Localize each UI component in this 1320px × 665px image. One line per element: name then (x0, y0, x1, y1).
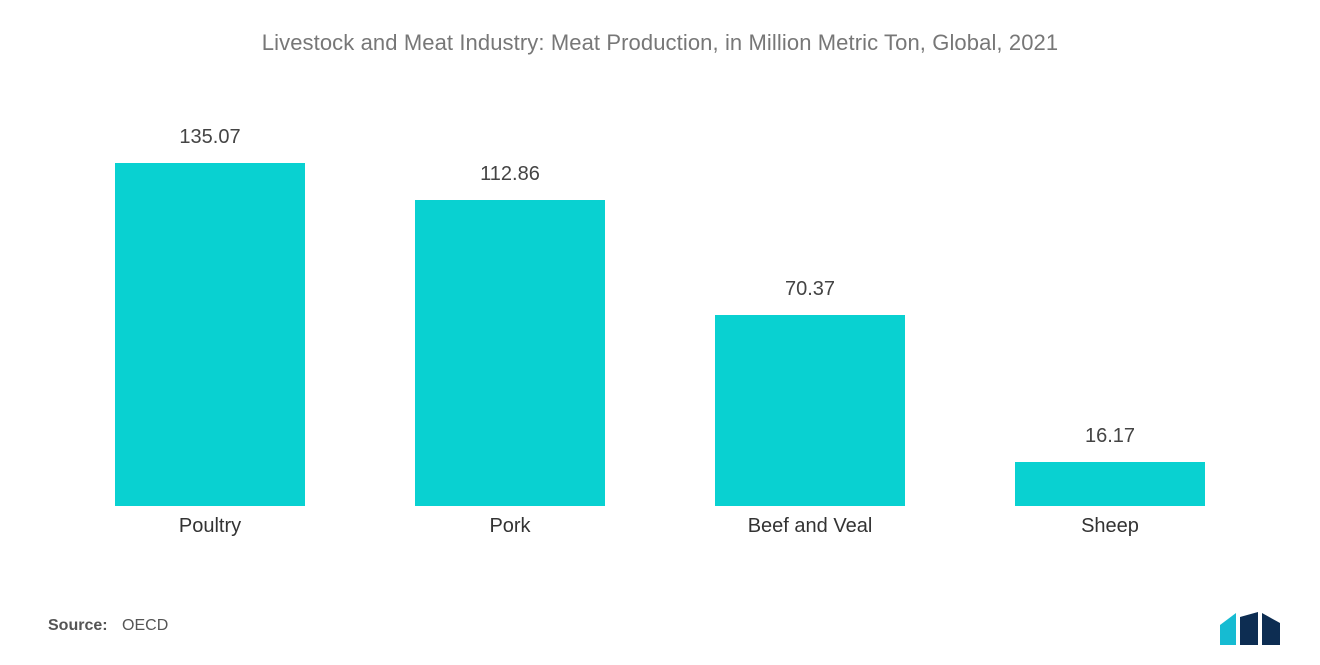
bar (415, 200, 605, 506)
category-axis: Poultry Pork Beef and Veal Sheep (60, 506, 1260, 546)
bar-value-label: 16.17 (1085, 425, 1135, 448)
bar (115, 163, 305, 506)
source-label: Source: (48, 617, 108, 634)
source-footer: Source: OECD (48, 617, 168, 635)
bar-slot: 70.37 (660, 126, 960, 506)
brand-logo (1218, 611, 1282, 647)
category-label: Pork (360, 515, 660, 538)
bar-value-label: 112.86 (480, 163, 540, 186)
source-value: OECD (122, 617, 168, 634)
chart-plot: 135.07 112.86 70.37 16.17 Poultry Pork B… (60, 126, 1260, 546)
category-label: Sheep (960, 515, 1260, 538)
bar (715, 315, 905, 506)
plot-area: 135.07 112.86 70.37 16.17 (60, 126, 1260, 506)
bar-value-label: 135.07 (179, 126, 240, 149)
chart-container: Livestock and Meat Industry: Meat Produc… (0, 0, 1320, 665)
bar-slot: 112.86 (360, 126, 660, 506)
category-label: Poultry (60, 515, 360, 538)
bar (1015, 462, 1205, 506)
bar-slot: 135.07 (60, 126, 360, 506)
category-label: Beef and Veal (660, 515, 960, 538)
bar-slot: 16.17 (960, 126, 1260, 506)
chart-title: Livestock and Meat Industry: Meat Produc… (40, 30, 1280, 56)
bar-value-label: 70.37 (785, 278, 835, 301)
